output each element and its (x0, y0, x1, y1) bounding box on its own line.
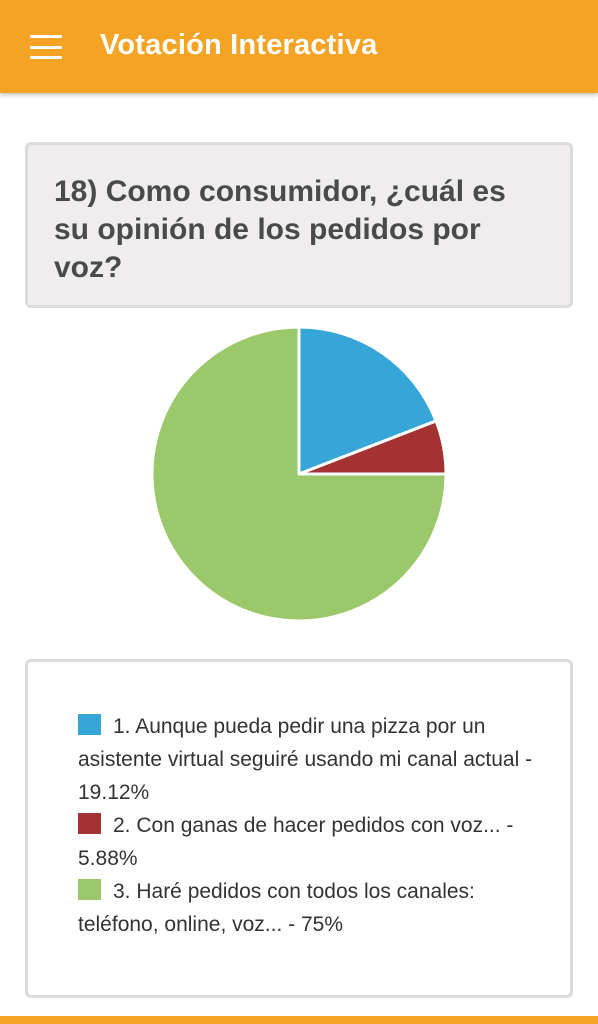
legend-swatch-2 (78, 813, 101, 834)
question-card: 18) Como consumidor, ¿cuál es su opinión… (25, 142, 573, 308)
legend-item-2: 2. Con ganas de hacer pedidos con voz...… (78, 809, 540, 875)
legend-item-1: 1. Aunque pueda pedir una pizza por un a… (78, 710, 540, 809)
question-text: 18) Como consumidor, ¿cuál es su opinión… (54, 175, 506, 284)
hamburger-menu-icon[interactable] (30, 35, 62, 59)
app-title: Votación Interactiva (100, 29, 378, 61)
pie-slice-3 (150, 325, 448, 623)
pie-chart (150, 325, 448, 623)
pie-slice-1 (297, 325, 438, 476)
legend-swatch-3 (78, 879, 101, 900)
legend-label-1: 1. Aunque pueda pedir una pizza por un a… (78, 715, 533, 804)
legend-item-3: 3. Haré pedidos con todos los canales: t… (78, 875, 540, 941)
legend-card: 1. Aunque pueda pedir una pizza por un a… (25, 659, 573, 998)
app-bar: Votación Interactiva (0, 0, 598, 93)
legend-label-3: 3. Haré pedidos con todos los canales: t… (78, 880, 475, 936)
legend-swatch-1 (78, 714, 101, 735)
legend-label-2: 2. Con ganas de hacer pedidos con voz...… (78, 814, 514, 870)
footer-bar (0, 1016, 598, 1024)
